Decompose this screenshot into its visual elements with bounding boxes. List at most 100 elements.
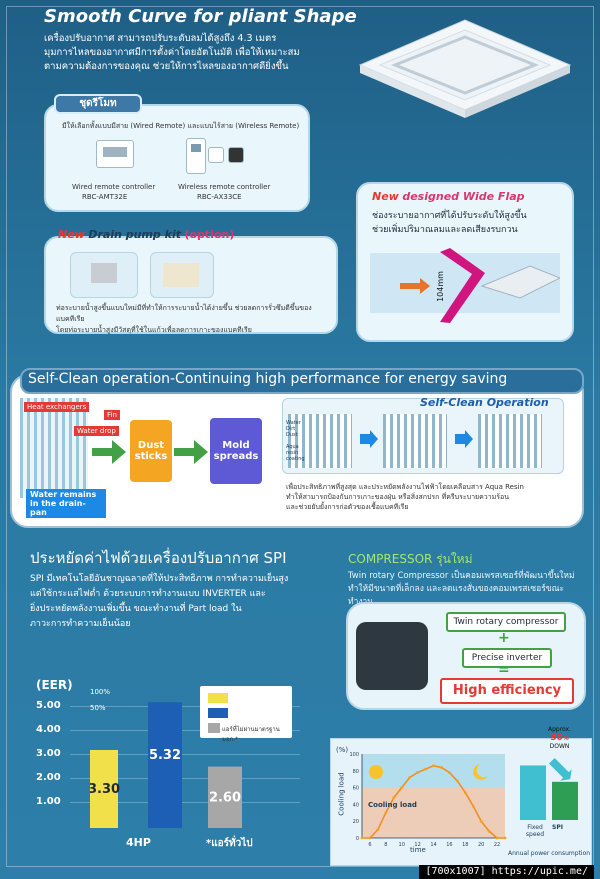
load-band-high <box>362 754 505 788</box>
wide-flap-heading: designed Wide Flap <box>402 190 525 203</box>
box-twin-rotary: Twin rotary compressor <box>446 612 566 632</box>
label-fin: Fin <box>104 410 120 420</box>
compressor-plus: + <box>498 630 510 646</box>
label-water-remains-line2: in the drain-pan <box>30 499 86 517</box>
drain-option: (option) <box>184 228 235 241</box>
eer-y-tick: 1.00 <box>36 796 61 807</box>
load-y-tick: 0 <box>356 836 359 842</box>
mold-text-2: spreads <box>213 451 259 462</box>
arrow-right-small-icon-2 <box>455 430 473 448</box>
fin-label-resin: resin <box>286 450 299 456</box>
spi-p4: ภาวะการทำความเย็นน้อย <box>30 619 131 629</box>
receiver-icon <box>208 147 224 163</box>
fin-label-coating: coating <box>286 456 305 462</box>
eer-bar <box>90 750 118 828</box>
eer-gridline <box>70 802 300 803</box>
receiver-black-icon <box>228 147 244 163</box>
load-point <box>368 836 372 840</box>
heat-exchanger-illustration <box>20 398 88 498</box>
arrow-right-icon <box>92 440 126 464</box>
fin-label-water: Water <box>286 420 301 426</box>
load-x-tick: 6 <box>368 842 371 848</box>
eer-y-tick: 4.00 <box>36 724 61 735</box>
load-point <box>495 836 499 840</box>
legend-blue-swatch <box>208 708 228 718</box>
remote-tag: ชุดรีโมท <box>54 94 142 114</box>
power-pct: 30 <box>550 733 563 743</box>
wireless-remote-name: Wireless remote controller <box>178 183 271 191</box>
load-y-top: (%) <box>336 746 349 754</box>
power-bar <box>552 781 578 820</box>
eer-gridline <box>70 778 300 779</box>
wired-remote-icon <box>96 140 134 168</box>
load-x-tick: 12 <box>414 842 420 848</box>
self-clean-caption-3: และช่วยยับยั้งการก่อตัวของเชื้อแบคทีเรีย <box>286 503 409 511</box>
mold-text-1: Mold <box>222 440 250 451</box>
eer-y-tick: 2.00 <box>36 772 61 783</box>
fin-label-dirt: Dirt <box>286 426 296 432</box>
wireless-remote-icon <box>186 138 206 174</box>
dust-text-1: Dust <box>137 440 165 451</box>
power-bar <box>520 765 546 820</box>
load-x-tick: 22 <box>494 842 500 848</box>
load-y-tick: 80 <box>353 769 359 775</box>
self-clean-header-bar <box>20 368 584 394</box>
compressor-headline: COMPRESSOR รุ่นใหม่ <box>348 552 473 566</box>
wired-remote-model: RBC-AMT32E <box>82 193 128 201</box>
eer-gridline <box>70 730 300 731</box>
x-label-4hp: 4HP <box>126 836 151 849</box>
power-label-fixed: Fixed speed <box>520 824 550 838</box>
load-point <box>479 819 483 823</box>
wired-remote-name: Wired remote controller <box>72 183 156 191</box>
eer-legend-area: 100% 50% <box>80 684 290 736</box>
load-point <box>408 776 412 779</box>
load-point <box>447 771 451 774</box>
dust-box <box>130 420 172 482</box>
spi-headline: ประหยัดค่าไฟด้วยเครื่องปรับอากาศ SPI <box>30 549 287 567</box>
self-clean-caption-2: ทำให้สามารถป้องกันการเกาะของฝุ่น หรือสิ่… <box>286 493 510 501</box>
watermark: [700x1007] https://upic.me/ <box>419 865 594 879</box>
eer-chart-title: (EER) <box>36 678 73 692</box>
mold-box <box>210 418 262 484</box>
power-label-fixed-2: speed <box>525 831 545 838</box>
wide-flap-text-1: ช่องระบายอากาศที่ได้ปรับระดับให้สูงขึ้น <box>372 211 527 221</box>
air-conditioner-unit-illustration <box>358 19 572 118</box>
power-label-spi: SPI <box>552 824 563 831</box>
remote-line: มีให้เลือกทั้งแบบมีสาย (Wired Remote) แล… <box>62 122 300 130</box>
drain-pan-image <box>150 252 214 298</box>
eer-y-tick: 3.00 <box>36 748 61 759</box>
load-ylabel: Cooling load <box>337 772 346 816</box>
power-down: DOWN <box>549 743 570 750</box>
load-point <box>440 766 443 769</box>
eer-legend-box: แอร์ที่ไม่ผ่านมาตรฐาน มอก.* <box>200 686 292 743</box>
wide-flap-title: New designed Wide Flap <box>372 190 525 203</box>
fin-labels: Water Dirt Dust Aqua resin coating <box>286 420 305 462</box>
fin-label-aqua: Aqua <box>286 444 299 450</box>
load-x-tick: 18 <box>462 842 468 848</box>
spi-p2: แต่ใช้กระแสไฟต่ำ ด้วยระบบการทำงานแบบ INV… <box>30 589 266 599</box>
eer-bar-value: 2.60 <box>209 790 241 805</box>
eer-y-tick: 5.00 <box>36 700 61 711</box>
power-approx: Approx. 30% DOWN <box>548 726 571 750</box>
power-pct-unit: % <box>562 735 569 742</box>
drain-pump-image <box>70 252 138 298</box>
dust-text-2: sticks <box>134 451 168 462</box>
eer-gridline <box>70 754 300 755</box>
load-point <box>360 836 364 840</box>
load-point <box>455 779 459 783</box>
load-x-tick: 10 <box>399 842 405 848</box>
remote-panel <box>44 104 310 212</box>
label-water-remains: Water remains in the drain-pan <box>26 489 106 518</box>
load-point <box>463 791 467 795</box>
eer-bar <box>148 702 182 828</box>
eer-bar-chart: 3.30 5.32 2.60 <box>90 702 242 828</box>
load-y-tick: 20 <box>353 819 359 825</box>
spi-p1: SPI มีเทคโนโลยีอันชาญฉลาดที่ให้ประสิทธิภ… <box>30 574 289 584</box>
load-point <box>424 767 427 771</box>
wide-flap-new: New <box>372 190 399 203</box>
fin-illustration-1 <box>288 414 352 468</box>
page-frame <box>6 6 594 867</box>
load-point <box>416 771 420 774</box>
compressor-equals: = <box>498 662 510 678</box>
label-heat-exchangers: Heat exchangers <box>24 402 90 412</box>
